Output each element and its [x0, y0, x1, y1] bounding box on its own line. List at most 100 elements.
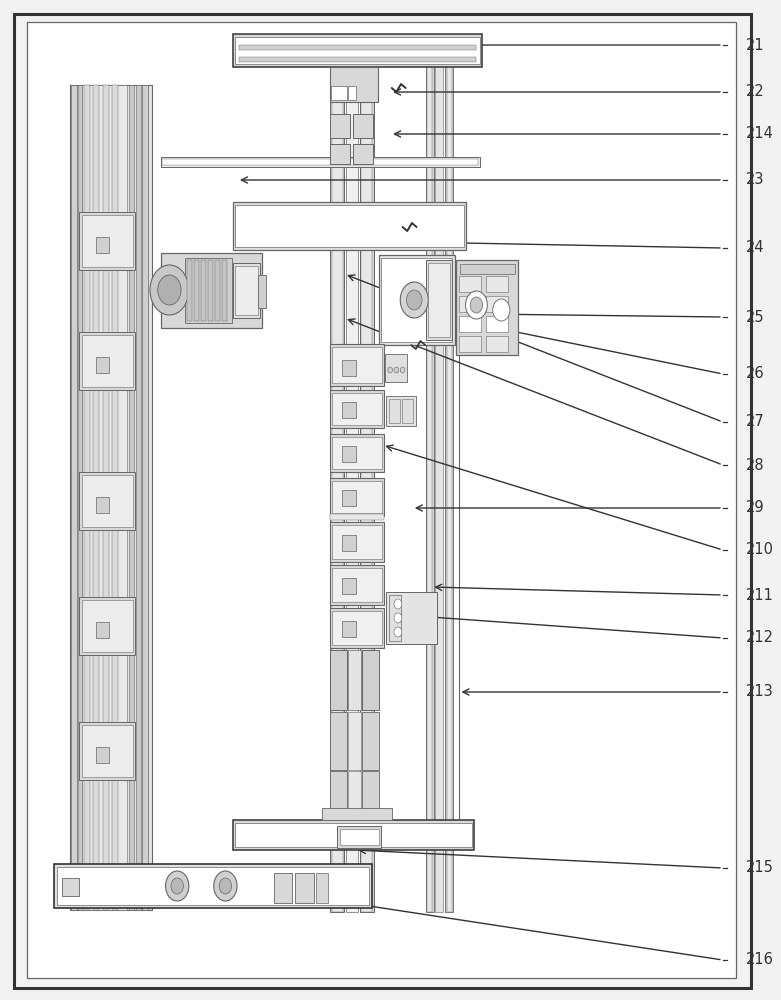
Bar	[96, 357, 109, 373]
Circle shape	[219, 878, 232, 894]
Text: 24: 24	[746, 240, 765, 255]
Bar	[80, 332, 135, 390]
Bar	[240, 57, 476, 62]
Circle shape	[465, 291, 487, 319]
Circle shape	[394, 367, 399, 373]
Bar	[427, 54, 432, 912]
Bar	[389, 595, 401, 641]
Text: 26: 26	[746, 366, 765, 381]
Bar	[330, 390, 384, 428]
Text: 215: 215	[746, 860, 774, 876]
Text: 27: 27	[746, 414, 765, 430]
Bar	[486, 296, 508, 312]
Bar	[162, 159, 478, 165]
Bar	[447, 54, 451, 912]
Bar	[71, 85, 77, 910]
Bar	[80, 597, 135, 655]
Bar	[332, 481, 382, 513]
Bar	[387, 396, 415, 426]
Bar	[80, 212, 135, 270]
Bar	[161, 253, 262, 328]
Bar	[215, 260, 220, 321]
Text: 22: 22	[746, 85, 765, 100]
Bar	[331, 86, 347, 100]
Bar	[348, 771, 361, 815]
Bar	[379, 255, 455, 345]
Bar	[486, 276, 508, 292]
Bar	[330, 67, 378, 102]
Bar	[234, 202, 466, 250]
Bar	[459, 276, 481, 292]
Bar	[80, 722, 135, 780]
Bar	[460, 264, 515, 274]
Circle shape	[214, 871, 237, 901]
Bar	[322, 808, 392, 820]
Bar	[459, 336, 481, 352]
Bar	[96, 622, 109, 638]
Bar	[362, 771, 380, 815]
Bar	[332, 393, 382, 425]
Bar	[342, 621, 356, 637]
Bar	[161, 157, 480, 167]
Text: 29: 29	[746, 500, 765, 516]
Bar	[330, 114, 350, 138]
Circle shape	[394, 627, 401, 637]
Text: 214: 214	[746, 126, 774, 141]
Bar	[236, 205, 464, 247]
Bar	[340, 829, 379, 845]
Bar	[222, 260, 227, 321]
Bar	[330, 478, 384, 516]
Bar	[428, 263, 450, 337]
Circle shape	[394, 599, 401, 609]
Circle shape	[470, 297, 483, 313]
Bar	[342, 490, 356, 506]
Bar	[201, 260, 206, 321]
Bar	[234, 34, 482, 67]
Text: 211: 211	[746, 587, 774, 602]
Text: 216: 216	[746, 952, 774, 968]
Bar	[332, 611, 382, 645]
Bar	[79, 85, 81, 910]
Bar	[332, 525, 382, 559]
Bar	[348, 86, 356, 100]
Bar	[330, 771, 347, 815]
Bar	[70, 85, 152, 910]
Bar	[57, 867, 369, 905]
Bar	[258, 275, 266, 308]
Bar	[330, 565, 384, 605]
Bar	[459, 316, 481, 332]
Bar	[342, 446, 356, 462]
Bar	[96, 747, 109, 763]
Bar	[456, 260, 519, 355]
Bar	[386, 354, 407, 382]
Bar	[55, 864, 372, 908]
Bar	[332, 568, 382, 602]
Bar	[337, 826, 381, 848]
Bar	[486, 336, 508, 352]
Bar	[234, 263, 260, 318]
Bar	[236, 823, 472, 847]
Bar	[387, 592, 437, 644]
Bar	[82, 85, 127, 910]
Circle shape	[493, 299, 510, 321]
Circle shape	[158, 275, 181, 305]
Bar	[353, 114, 373, 138]
Text: 25: 25	[746, 310, 765, 324]
Bar	[360, 54, 374, 912]
Bar	[330, 54, 344, 912]
Bar	[112, 85, 118, 910]
Text: 213: 213	[746, 684, 774, 700]
Circle shape	[166, 871, 189, 901]
Bar	[330, 608, 384, 648]
Bar	[330, 522, 384, 562]
Circle shape	[171, 878, 184, 894]
Bar	[389, 399, 401, 423]
Text: 212: 212	[746, 631, 774, 646]
Bar	[342, 578, 356, 594]
Bar	[342, 402, 356, 418]
Bar	[295, 873, 314, 903]
Bar	[381, 258, 452, 342]
Bar	[62, 878, 80, 896]
Bar	[81, 725, 133, 777]
Text: 21: 21	[746, 37, 765, 52]
